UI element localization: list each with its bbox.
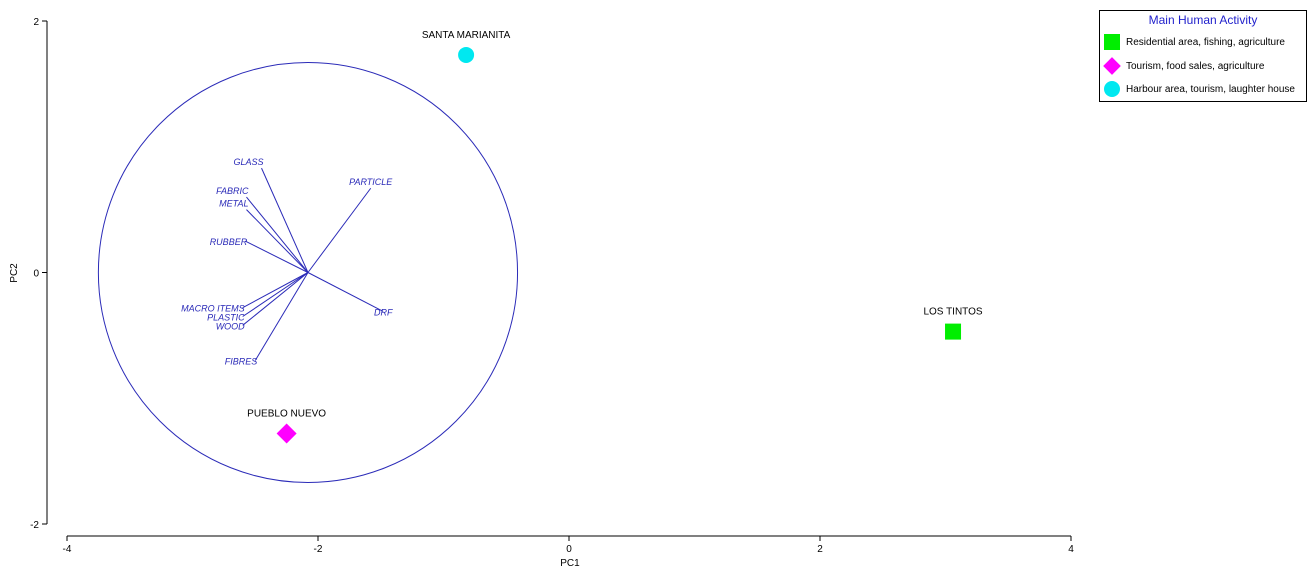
cyan-circle-icon (1104, 81, 1120, 97)
loadings-layer: GLASS FABRIC METAL RUBBER PARTICLE DRF MACRO I… (97, 61, 519, 484)
loading-label: FIBRES (225, 357, 258, 367)
loading-vector (307, 187, 372, 273)
y-tick-label: 0 (33, 269, 39, 280)
loading-label: WOOD (216, 321, 245, 331)
loading-label: PARTICLE (349, 177, 393, 187)
loading-label: PLASTIC (207, 313, 245, 323)
correlation-circle (97, 61, 519, 484)
point-marker (458, 46, 475, 63)
legend-label: Residential area, fishing, agriculture (1126, 36, 1285, 48)
loading-label: RUBBER (210, 237, 248, 247)
loading-vector (242, 272, 309, 309)
loading-vector (246, 209, 309, 273)
point-label: SANTA MARIANITA (422, 30, 511, 41)
legend-title: Main Human Activity (1148, 13, 1258, 27)
loading-vector (242, 272, 309, 317)
x-axis-title: PC1 (560, 558, 580, 569)
loading-vector (246, 196, 309, 273)
legend-item-tourism: Tourism, food sales, agriculture (1103, 57, 1265, 75)
point-label: PUEBLO NUEVO (247, 408, 326, 419)
legend-label: Tourism, food sales, agriculture (1126, 60, 1265, 72)
legend-item-residential: Residential area, fishing, agriculture (1104, 33, 1285, 51)
y-axis-title: PC2 (9, 263, 20, 283)
x-tick-label: -4 (63, 544, 72, 555)
legend: Main Human Activity Residential area, fi… (1099, 10, 1307, 102)
loading-vector (242, 272, 309, 326)
y-tick-label: -2 (30, 520, 39, 531)
x-tick-label: 4 (1068, 544, 1074, 555)
point-marker (276, 423, 297, 444)
loading-label: GLASS (234, 157, 264, 167)
x-tick-label: 2 (817, 544, 823, 555)
magenta-diamond-icon (1103, 57, 1121, 75)
legend-item-harbour: Harbour area, tourism, laughter house (1104, 80, 1295, 98)
loading-vector (254, 272, 309, 361)
point-marker (945, 323, 962, 340)
x-tick-label: -2 (314, 544, 323, 555)
green-square-icon (1104, 34, 1120, 50)
loading-vector (261, 167, 309, 273)
loading-label: FABRIC (216, 186, 249, 196)
x-tick-label: 0 (566, 544, 572, 555)
loading-vector (244, 240, 309, 273)
y-tick-label: 2 (33, 17, 39, 28)
loading-vector (307, 272, 384, 312)
loading-label: DRF (374, 307, 393, 317)
axes: -4 -2 0 2 4 -2 0 2 (30, 17, 1074, 555)
point-label: LOS TINTOS (923, 307, 982, 318)
loading-label: METAL (219, 199, 248, 209)
points-layer: SANTA MARIANITA LOS TINTOS PUEBLO NUEVO (247, 30, 983, 444)
loading-label: MACRO ITEMS (181, 304, 245, 314)
legend-label: Harbour area, tourism, laughter house (1126, 83, 1295, 95)
